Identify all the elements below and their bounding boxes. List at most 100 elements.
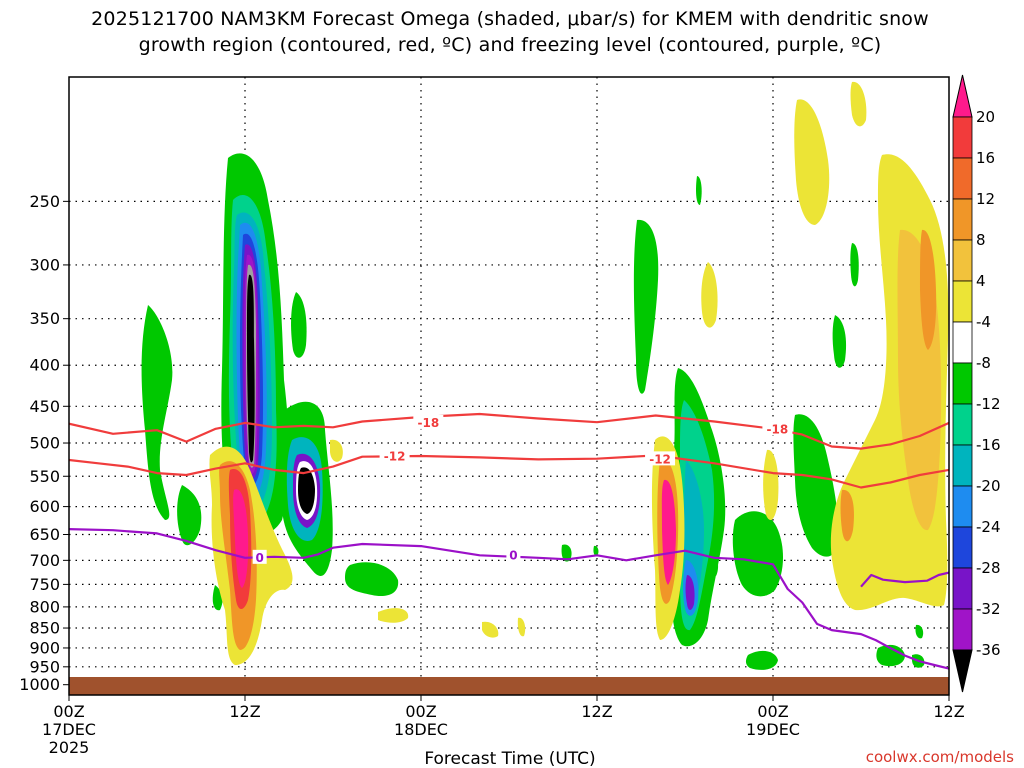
colorbar-label: 16 — [976, 149, 995, 167]
y-tick-label: 800 — [29, 597, 60, 616]
y-tick-label: 450 — [29, 397, 60, 416]
colorbar-swatch — [952, 362, 973, 405]
colorbar-swatch — [952, 280, 973, 323]
x-tick-label: 00Z — [405, 702, 436, 721]
x-year-label: 2025 — [49, 738, 90, 757]
omega-region — [840, 489, 854, 542]
chart-title-line1: 2025121700 NAM3KM Forecast Omega (shaded… — [91, 8, 929, 30]
omega-region — [915, 624, 924, 639]
colorbar-label: 12 — [976, 190, 995, 208]
colorbar-swatch — [952, 485, 973, 528]
colorbar-swatch — [952, 198, 973, 241]
contour-dgz-minus12 — [69, 454, 949, 489]
contour-label-bg — [379, 448, 410, 463]
omega-region — [876, 644, 905, 667]
omega-region — [593, 545, 599, 556]
x-tick-label: 00Z — [757, 702, 788, 721]
colorbar-swatch — [952, 526, 973, 569]
colorbar-swatch — [952, 444, 973, 487]
source-credit: coolwx.com/models — [866, 748, 1014, 766]
omega-region — [732, 511, 784, 597]
omega-region — [291, 292, 307, 358]
omega-region — [850, 243, 859, 287]
y-tick-label: 950 — [29, 657, 60, 676]
omega-region — [141, 305, 173, 520]
x-tick-label: 12Z — [933, 702, 964, 721]
contour-label-bg — [762, 421, 793, 436]
omega-region — [233, 489, 249, 588]
colorbar-label: -12 — [976, 395, 1001, 413]
omega-region — [345, 562, 399, 597]
contour-label: 0 — [255, 551, 263, 565]
plot-frame — [68, 76, 950, 696]
colorbar-label: 8 — [976, 231, 986, 249]
omega-region — [633, 219, 659, 394]
omega-region — [920, 229, 937, 350]
colorbar-swatch — [952, 116, 973, 159]
contour-label: -18 — [417, 416, 439, 430]
y-tick-label: 400 — [29, 356, 60, 375]
colorbar-swatch — [952, 157, 973, 200]
contour-label: -12 — [649, 452, 671, 466]
x-date-label: 17DEC — [42, 720, 96, 739]
omega-region — [696, 176, 702, 205]
x-axis-label: Forecast Time (UTC) — [424, 749, 595, 768]
colorbar-label: -16 — [976, 436, 1001, 454]
x-tick-label: 00Z — [53, 702, 84, 721]
omega-region — [793, 414, 839, 557]
omega-region — [685, 575, 695, 610]
colorbar-swatch — [952, 608, 973, 651]
omega-region — [517, 617, 526, 637]
omega-region — [661, 479, 676, 585]
x-date-label: 19DEC — [746, 720, 800, 739]
omega-region — [711, 554, 719, 576]
omega-region — [298, 467, 315, 514]
colorbar-label: -24 — [976, 518, 1001, 536]
omega-region — [850, 81, 867, 127]
chart-title-line2: growth region (contoured, red, ºC) and f… — [139, 34, 882, 56]
contour-labels: -18 -18 -12 -12 0 0 — [252, 414, 793, 565]
contour-label-bg — [252, 549, 267, 564]
ground-surface — [69, 677, 949, 695]
x-tick-label: 12Z — [229, 702, 260, 721]
omega-region — [701, 262, 718, 328]
omega-region — [234, 614, 249, 650]
colorbar-swatch — [952, 567, 973, 610]
colorbar-swatch — [952, 403, 973, 446]
contour-label: -12 — [384, 450, 406, 464]
omega-region — [177, 485, 202, 546]
contour-label: -18 — [767, 423, 789, 437]
colorbar-swatch — [952, 321, 973, 364]
colorbar-cap-top — [952, 74, 973, 118]
colorbar-label: 4 — [976, 272, 986, 290]
colorbar-label: -4 — [976, 313, 991, 331]
omega-region — [482, 621, 499, 638]
colorbar-swatch — [952, 239, 973, 282]
contour-label-bg — [506, 547, 521, 562]
colorbar-label: -8 — [976, 354, 991, 372]
contour-dgz-minus18 — [69, 412, 949, 450]
y-tick-label: 750 — [29, 575, 60, 594]
y-tick-label: 1000 — [19, 675, 60, 694]
omega-region — [763, 449, 779, 520]
colorbar-label: -32 — [976, 600, 1001, 618]
colorbar-cap-bottom — [952, 649, 973, 693]
y-tick-label: 500 — [29, 434, 60, 453]
colorbar-label: -28 — [976, 559, 1001, 577]
y-tick-label: 350 — [29, 309, 60, 328]
colorbar-label: -36 — [976, 641, 1001, 659]
y-tick-label: 850 — [29, 619, 60, 638]
colorbar-label: 20 — [976, 108, 995, 126]
omega-region — [745, 650, 778, 670]
y-tick-label: 700 — [29, 551, 60, 570]
y-tick-label: 650 — [29, 525, 60, 544]
y-tick-label: 250 — [29, 192, 60, 211]
omega-shading — [141, 81, 949, 670]
omega-region — [832, 315, 847, 368]
contour-label: 0 — [509, 548, 517, 562]
omega-region — [247, 274, 255, 463]
omega-region — [378, 608, 409, 623]
contour-label-bg — [413, 414, 444, 429]
